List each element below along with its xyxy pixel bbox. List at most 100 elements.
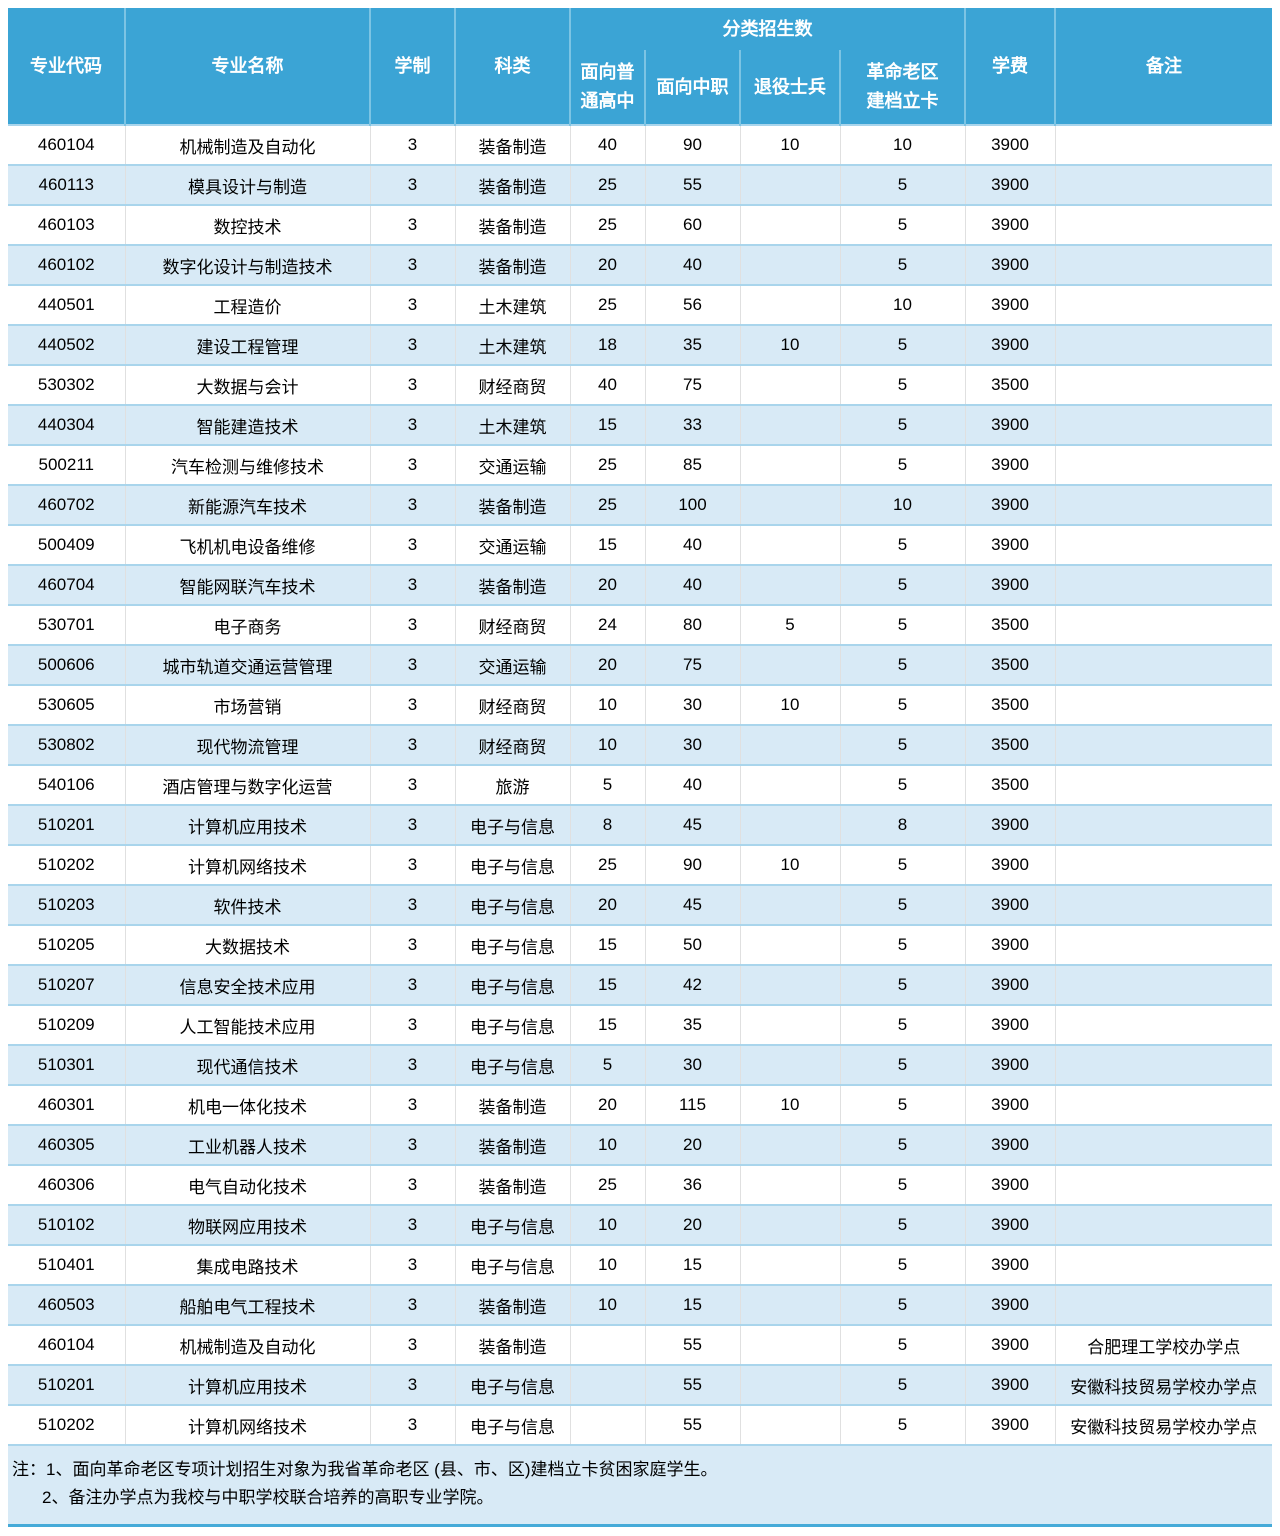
table-cell: 交通运输 [454,444,570,485]
table-row: 460104 机械制造及自动化 3 装备制造 55 5 3900 合肥理工学校办学点 [8,1324,1272,1365]
table-cell: 3900 [964,524,1055,565]
table-cell: 510202 [8,844,125,885]
table-cell: 15 [569,924,645,965]
table-cell: 合肥理工学校办学点 [1054,1324,1272,1365]
table-row: 510201 计算机应用技术 3 电子与信息 55 5 3900 安徽科技贸易学校办学点 [8,1364,1272,1405]
table-cell: 电子与信息 [454,924,570,965]
table-cell: 20 [644,1204,740,1245]
table-cell: 55 [644,164,740,205]
table-cell: 510201 [8,804,125,845]
table-cell: 新能源汽车技术 [124,484,370,525]
table-cell: 3900 [964,1084,1055,1125]
col-header-duration: 学制 [369,8,455,125]
table-row: 530802 现代物流管理 3 财经商贸 10 30 5 3500 [8,724,1272,765]
table-cell [739,924,840,965]
table-cell: 土木建筑 [454,404,570,445]
table-cell: 510207 [8,964,125,1005]
table-cell: 10 [569,1204,645,1245]
table-cell [1054,444,1272,485]
col-header-group-classified-enrollment: 分类招生数 [569,8,965,50]
table-header: 专业代码 专业名称 学制 科类 分类招生数 学费 备注 面向普通高中 面向中职 … [8,8,1272,125]
table-cell: 510301 [8,1044,125,1085]
table-cell: 3 [369,644,455,685]
table-cell: 3 [369,924,455,965]
table-cell: 35 [644,324,740,365]
table-cell: 3900 [964,924,1055,965]
table-cell: 财经商贸 [454,724,570,765]
table-cell: 30 [644,1044,740,1085]
table-cell: 3 [369,1204,455,1245]
table-cell [569,1324,645,1365]
table-cell: 3 [369,124,455,165]
table-cell [1054,804,1272,845]
table-cell: 460104 [8,1324,125,1365]
table-cell: 18 [569,324,645,365]
table-row: 510202 计算机网络技术 3 电子与信息 25 90 10 5 3900 [8,844,1272,885]
table-row: 510102 物联网应用技术 3 电子与信息 10 20 5 3900 [8,1204,1272,1245]
table-cell: 33 [644,404,740,445]
table-cell: 36 [644,1164,740,1205]
table-cell: 安徽科技贸易学校办学点 [1054,1364,1272,1405]
table-cell: 42 [644,964,740,1005]
table-cell: 装备制造 [454,1164,570,1205]
table-cell: 信息安全技术应用 [124,964,370,1005]
table-cell: 3900 [964,484,1055,525]
table-cell: 数控技术 [124,204,370,245]
table-cell [1054,244,1272,285]
table-cell [1054,1164,1272,1205]
table-cell: 5 [839,1404,965,1446]
table-cell: 10 [839,124,965,165]
table-cell: 5 [839,924,965,965]
table-row: 440304 智能建造技术 3 土木建筑 15 33 5 3900 [8,404,1272,445]
table-cell: 3 [369,364,455,405]
table-cell: 3 [369,1004,455,1045]
table-cell: 25 [569,844,645,885]
table-cell: 城市轨道交通运营管理 [124,644,370,685]
table-cell: 3 [369,724,455,765]
table-cell: 510102 [8,1204,125,1245]
table-cell: 20 [644,1124,740,1165]
table-cell [739,804,840,845]
col-header-regular-high-school: 面向普通高中 [569,50,645,125]
table-cell: 40 [569,124,645,165]
table-cell: 3900 [964,124,1055,165]
table-cell: 财经商贸 [454,684,570,725]
table-cell: 市场营销 [124,684,370,725]
table-cell: 电子与信息 [454,964,570,1005]
table-cell [1054,604,1272,645]
table-cell [739,284,840,325]
table-cell [739,764,840,805]
table-cell: 40 [644,564,740,605]
table-cell: 3 [369,1084,455,1125]
table-cell: 3 [369,164,455,205]
table-cell: 530802 [8,724,125,765]
table-row: 460306 电气自动化技术 3 装备制造 25 36 5 3900 [8,1164,1272,1205]
table-cell: 510401 [8,1244,125,1285]
col-header-major-name: 专业名称 [124,8,370,125]
table-cell: 10 [569,724,645,765]
table-cell: 5 [839,324,965,365]
table-cell: 3900 [964,1404,1055,1446]
table-cell: 集成电路技术 [124,1244,370,1285]
table-cell: 24 [569,604,645,645]
table-cell: 飞机机电设备维修 [124,524,370,565]
table-cell [739,1164,840,1205]
table-cell: 现代物流管理 [124,724,370,765]
enrollment-table-container: 专业代码 专业名称 学制 科类 分类招生数 学费 备注 面向普通高中 面向中职 … [8,8,1272,1527]
table-cell: 模具设计与制造 [124,164,370,205]
table-cell: 530701 [8,604,125,645]
table-cell: 交通运输 [454,524,570,565]
table-cell: 460503 [8,1284,125,1325]
table-cell: 3 [369,324,455,365]
table-cell: 旅游 [454,764,570,805]
table-cell: 3900 [964,1284,1055,1325]
table-cell: 5 [839,444,965,485]
table-cell: 机械制造及自动化 [124,1324,370,1365]
table-cell: 装备制造 [454,1284,570,1325]
table-cell: 3 [369,204,455,245]
table-cell: 电子与信息 [454,804,570,845]
table-cell: 15 [569,964,645,1005]
table-cell: 460306 [8,1164,125,1205]
table-cell: 安徽科技贸易学校办学点 [1054,1404,1272,1446]
table-cell: 40 [644,244,740,285]
